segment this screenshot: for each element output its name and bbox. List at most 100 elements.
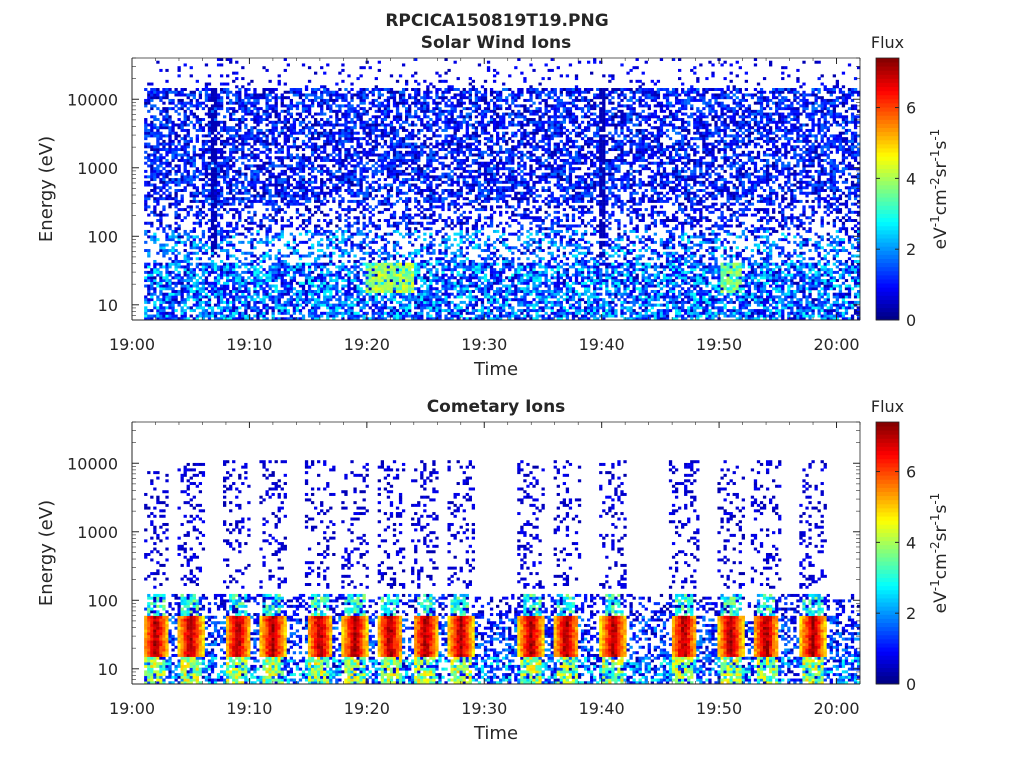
cell (299, 184, 302, 187)
cell (366, 181, 369, 184)
cell (381, 285, 384, 288)
cell (405, 167, 408, 170)
cell (381, 279, 384, 282)
cell (293, 203, 296, 206)
cell (384, 219, 387, 222)
cell (159, 301, 162, 304)
cell (426, 159, 429, 162)
cell (272, 208, 275, 211)
cell (174, 134, 177, 137)
cell (302, 265, 305, 268)
cell (411, 216, 414, 219)
cell (220, 265, 223, 268)
cell (232, 208, 235, 211)
cell (208, 164, 211, 167)
cell (347, 227, 350, 230)
cell (281, 304, 284, 307)
cell (244, 312, 247, 315)
cell (153, 159, 156, 162)
cell (190, 178, 193, 181)
cell (426, 145, 429, 148)
cell (153, 263, 156, 266)
cell (429, 279, 432, 282)
cell (150, 121, 153, 124)
cell (265, 99, 268, 102)
cell (296, 211, 299, 214)
cell (366, 167, 369, 170)
cell (335, 211, 338, 214)
cell (265, 113, 268, 116)
cell (378, 312, 381, 315)
cell (393, 263, 396, 266)
cell (335, 162, 338, 165)
cell (381, 246, 384, 249)
cell (162, 279, 165, 282)
cell (296, 186, 299, 189)
cell (308, 252, 311, 255)
cell (223, 293, 226, 296)
cell (423, 91, 426, 94)
cell (181, 293, 184, 296)
cell (372, 121, 375, 124)
cell (247, 293, 250, 296)
cell (432, 134, 435, 137)
cell (196, 287, 199, 290)
cell (193, 113, 196, 116)
cell (150, 170, 153, 173)
cell (156, 129, 159, 132)
cell (311, 282, 314, 285)
cell (338, 203, 341, 206)
cell (378, 301, 381, 304)
cell (293, 293, 296, 296)
cell (293, 91, 296, 94)
cell (144, 298, 147, 301)
cell (317, 137, 320, 140)
cell (369, 107, 372, 110)
cell (390, 93, 393, 96)
cell (320, 107, 323, 110)
cell (287, 63, 290, 66)
cell (235, 265, 238, 268)
cell (256, 173, 259, 176)
cell (281, 255, 284, 258)
cell (259, 224, 262, 227)
cell (429, 164, 432, 167)
cell (290, 265, 293, 268)
cell (429, 282, 432, 285)
cell (238, 107, 241, 110)
cell (402, 282, 405, 285)
cell (426, 200, 429, 203)
cell (378, 224, 381, 227)
cell (402, 145, 405, 148)
cell (214, 271, 217, 274)
cell (299, 295, 302, 298)
cell (363, 274, 366, 277)
cell (244, 263, 247, 266)
cell (229, 134, 232, 137)
cell (338, 164, 341, 167)
cell (363, 132, 366, 135)
cell (178, 274, 181, 277)
cell (253, 118, 256, 121)
cell (165, 197, 168, 200)
cell (372, 295, 375, 298)
cell (214, 175, 217, 178)
cell (387, 96, 390, 99)
cell (247, 83, 250, 86)
cell (426, 276, 429, 279)
cell (344, 104, 347, 107)
cell (144, 197, 147, 200)
cell (202, 233, 205, 236)
cell (369, 132, 372, 135)
cell (259, 282, 262, 285)
cell (269, 181, 272, 184)
cell (247, 216, 250, 219)
cell (281, 208, 284, 211)
cell (326, 295, 329, 298)
cell (223, 124, 226, 127)
cell (372, 208, 375, 211)
cell (208, 162, 211, 165)
cell (344, 298, 347, 301)
cell (408, 295, 411, 298)
cell (168, 145, 171, 148)
